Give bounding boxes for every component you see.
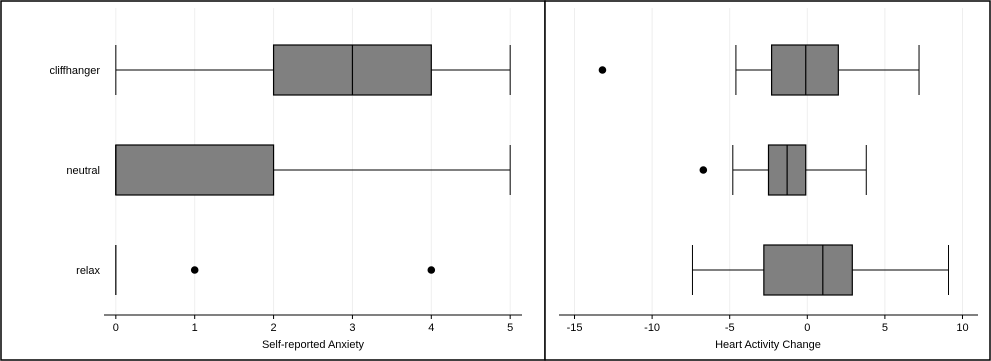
heart-x-tick-label: 10 xyxy=(956,322,968,334)
anxiety-outlier-point xyxy=(427,266,436,274)
anxiety-x-axis-label: Self-reported Anxiety xyxy=(262,339,365,351)
heart-x-tick-label: -5 xyxy=(725,322,735,334)
anxiety-boxes xyxy=(115,44,511,295)
heart-x-tick-label: -10 xyxy=(644,322,660,334)
anxiety-x-tick-label: 4 xyxy=(428,322,434,334)
heart-outlier-point xyxy=(699,166,708,174)
anxiety-category-label: neutral xyxy=(66,165,100,177)
heart-x-tick-label: 5 xyxy=(882,322,888,334)
heart-boxes xyxy=(598,44,950,296)
anxiety-iqr-box xyxy=(115,144,275,196)
heart-x-axis-label: Heart Activity Change xyxy=(715,339,821,351)
anxiety-category-label: cliffhanger xyxy=(49,65,100,77)
heart-iqr-box xyxy=(771,44,839,96)
heart-iqr-box xyxy=(763,244,853,296)
heart-x-tick-label: 0 xyxy=(804,322,810,334)
anxiety-x-ticks: 0 1 2 3 4 5 xyxy=(113,315,513,334)
heart-x-tick-label: -15 xyxy=(567,322,583,334)
anxiety-x-tick-label: 1 xyxy=(192,322,198,334)
anxiety-x-tick-label: 0 xyxy=(113,322,119,334)
anxiety-x-tick-label: 3 xyxy=(349,322,355,334)
heart-box-neutral xyxy=(699,144,867,196)
anxiety-box-neutral xyxy=(115,144,511,196)
anxiety-box-cliffhanger xyxy=(115,44,511,96)
anxiety-box-relax xyxy=(115,245,436,295)
heart-box-cliffhanger xyxy=(598,44,920,96)
heart-x-ticks: -15 -10 -5 0 5 10 xyxy=(567,315,969,334)
anxiety-x-tick-label: 5 xyxy=(507,322,513,334)
anxiety-outlier-point xyxy=(190,266,199,274)
anxiety-x-tick-label: 2 xyxy=(271,322,277,334)
anxiety-panel: 0 1 2 3 4 5 cliffhanger neutral relax Self-repo… xyxy=(0,0,546,361)
heart-panel-frame xyxy=(544,0,991,361)
heart-box-relax xyxy=(691,244,950,296)
anxiety-category-labels: cliffhanger neutral relax xyxy=(49,65,100,277)
heart-panel: -15 -10 -5 0 5 10 Heart Activity Change xyxy=(544,0,991,361)
heart-outlier-point xyxy=(598,66,607,74)
anxiety-category-label: relax xyxy=(76,265,100,277)
